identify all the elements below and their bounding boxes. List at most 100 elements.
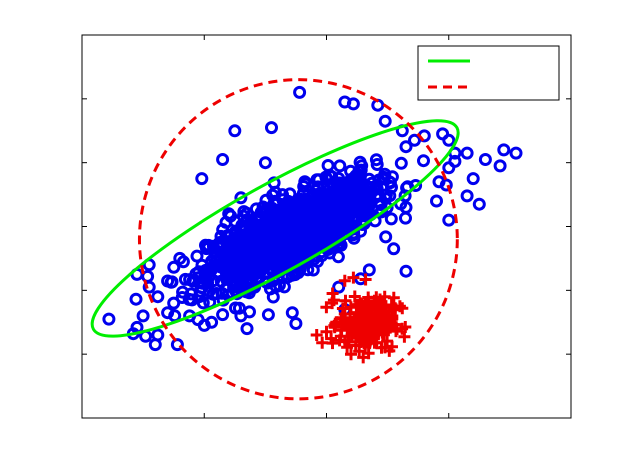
data-point-circle	[251, 221, 265, 235]
data-point-circle	[353, 155, 367, 169]
data-point-circle	[321, 159, 335, 172]
data-point-circle	[439, 178, 453, 192]
data-point-circle	[277, 226, 291, 240]
data-point-plus	[338, 274, 351, 287]
data-point-plus	[359, 273, 372, 286]
data-point-circle	[343, 206, 356, 220]
data-point-circle	[408, 133, 421, 147]
data-point-circle	[237, 249, 251, 263]
data-point-circle	[329, 207, 343, 221]
data-point-circle	[266, 188, 280, 202]
data-point-plus	[348, 290, 361, 303]
data-point-circle	[284, 214, 298, 227]
data-point-circle	[178, 272, 192, 286]
data-point-circle	[293, 85, 307, 99]
data-point-plus	[393, 300, 406, 313]
data-point-plus	[374, 293, 386, 306]
data-point-circle	[374, 205, 388, 219]
data-point-circle	[142, 280, 156, 294]
data-point-circle	[371, 188, 385, 201]
data-point-plus	[326, 337, 339, 350]
data-point-plus	[335, 324, 348, 337]
data-point-plus	[330, 316, 343, 329]
data-point-plus	[326, 287, 339, 300]
data-point-plus	[375, 341, 388, 354]
legend-box	[417, 45, 560, 101]
data-point-circle	[167, 260, 181, 274]
fitted-ellipses	[90, 78, 460, 401]
data-point-circle	[350, 170, 364, 184]
data-point-circle	[360, 205, 374, 219]
data-point-circle	[332, 280, 346, 294]
data-point-circle	[398, 189, 412, 203]
data-point-circle	[210, 287, 223, 300]
data-point-circle	[241, 267, 255, 281]
data-point-circle	[261, 308, 275, 322]
data-point-plus	[396, 302, 409, 315]
data-point-circle	[244, 247, 257, 260]
data-point-circle	[296, 223, 310, 237]
data-point-circle	[321, 240, 335, 254]
data-point-circle	[331, 250, 345, 264]
data-point-plus	[320, 325, 333, 338]
data-point-circle	[205, 315, 219, 329]
data-point-circle	[161, 306, 175, 320]
data-point-circle	[216, 153, 230, 166]
data-point-circle	[192, 271, 206, 285]
data-point-circle	[151, 290, 165, 304]
data-point-circle	[212, 238, 226, 252]
data-point-circle	[472, 197, 486, 211]
data-point-plus	[386, 310, 399, 322]
data-point-circle	[288, 197, 302, 211]
series-red-plus	[310, 271, 412, 364]
data-point-circle	[258, 156, 272, 170]
data-point-circle	[442, 213, 456, 227]
data-point-circle	[228, 124, 242, 138]
data-point-circle	[321, 219, 335, 233]
data-point-circle	[267, 242, 280, 256]
data-point-circle	[320, 178, 334, 192]
data-point-plus	[361, 310, 374, 322]
data-point-circle	[387, 242, 401, 256]
data-point-plus	[339, 294, 352, 307]
data-point-circle	[271, 270, 285, 284]
data-point-circle	[235, 218, 249, 232]
data-point-circle	[234, 309, 248, 323]
data-point-circle	[399, 140, 413, 154]
data-point-circle	[384, 212, 398, 226]
data-point-circle	[478, 153, 492, 166]
data-point-plus	[376, 326, 389, 339]
data-point-circle	[460, 146, 474, 160]
data-point-circle	[285, 306, 299, 320]
data-point-circle	[232, 301, 246, 315]
data-point-circle	[379, 230, 393, 244]
data-point-circle	[342, 191, 356, 205]
data-point-plus	[398, 330, 411, 343]
data-point-plus	[391, 323, 403, 335]
data-point-circle	[202, 284, 216, 298]
data-point-circle	[430, 194, 443, 208]
data-point-circle	[230, 255, 244, 269]
data-point-plus	[342, 321, 355, 334]
data-point-plus	[338, 308, 351, 320]
data-point-circle	[333, 159, 347, 173]
data-point-circle	[216, 308, 230, 322]
data-point-circle	[307, 214, 321, 227]
data-point-circle	[333, 176, 346, 190]
data-point-plus	[384, 320, 397, 333]
data-point-circle	[233, 236, 247, 250]
data-point-circle	[364, 181, 378, 194]
data-point-circle	[265, 121, 278, 135]
data-point-circle	[358, 191, 372, 205]
data-point-circle	[312, 229, 326, 243]
data-point-circle	[509, 146, 523, 160]
data-point-circle	[493, 159, 507, 173]
data-point-circle	[129, 292, 143, 306]
data-point-circle	[184, 287, 198, 301]
data-point-circle	[369, 153, 383, 167]
data-point-circle	[151, 328, 165, 342]
data-point-plus	[310, 329, 323, 341]
axis-ticks	[82, 35, 571, 418]
data-point-circle	[399, 264, 413, 278]
